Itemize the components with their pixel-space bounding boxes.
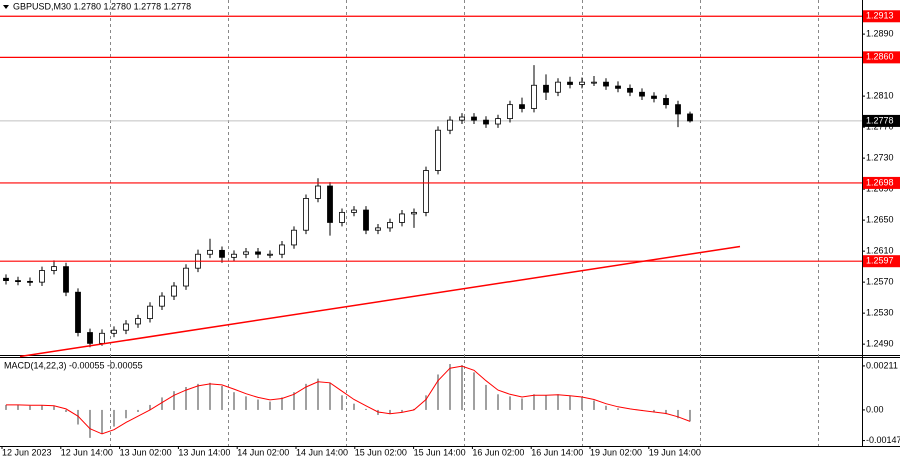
level-label-box [863, 176, 900, 189]
level-label-box [863, 255, 900, 268]
y-tick-label: 1.2810 [866, 90, 894, 100]
level-label: 1.2698 [866, 177, 894, 187]
candle-body [291, 229, 297, 246]
y-tick-label: 0.00 [866, 404, 884, 414]
level-label-box [863, 10, 900, 23]
current-price-label: 1.2778 [866, 115, 894, 125]
candle-body [267, 253, 273, 256]
candle-body [339, 211, 345, 223]
candle-body [639, 91, 645, 97]
candle-body [483, 119, 489, 125]
y-tick-label: 1.2570 [866, 277, 894, 287]
candle-body [255, 251, 261, 255]
candle-body [279, 244, 285, 255]
x-tick-label: 14 Jun 14:00 [296, 447, 348, 457]
candle-body [63, 266, 69, 293]
level-label: 1.2597 [866, 256, 894, 266]
current-price-box [863, 114, 900, 127]
candle-body [447, 119, 453, 131]
candle-body [411, 211, 417, 215]
y-tick-label: 1.2490 [866, 339, 894, 349]
x-tick-label: 13 Jun 14:00 [178, 447, 230, 457]
candle-body [579, 81, 585, 85]
x-tick-label: 16 Jun 14:00 [531, 447, 583, 457]
candle-body [651, 95, 657, 99]
level-label-box [863, 51, 900, 64]
x-tick-label: 16 Jun 02:00 [472, 447, 524, 457]
candle-body [543, 84, 549, 93]
level-label: 1.2913 [866, 11, 894, 21]
chart-header: GBPUSD,M30 1.2780 1.2780 1.2778 1.2778 [13, 1, 191, 11]
candle-body [351, 209, 357, 213]
candle-body [459, 116, 465, 121]
candle-body [51, 266, 57, 271]
candle-body [531, 84, 537, 109]
y-tick-label: 1.2530 [866, 308, 894, 318]
candle-body [591, 81, 597, 84]
trendline [19, 245, 741, 358]
candle-body [387, 222, 393, 229]
x-tick-label: 14 Jun 02:00 [237, 447, 289, 457]
candle-body [315, 185, 321, 199]
candle-body [519, 104, 525, 109]
x-tick-label: 19 Jun 02:00 [590, 447, 642, 457]
candle-body [207, 249, 213, 255]
candle-body [327, 185, 333, 223]
candle-body [219, 249, 225, 258]
candle-body [663, 98, 669, 106]
x-tick-label: 19 Jun 14:00 [649, 447, 701, 457]
menu-triangle[interactable] [3, 5, 9, 9]
candle-body [303, 198, 309, 231]
macd-label: MACD(14,22,3) -0.00055 -0.00055 [4, 360, 143, 370]
candle-body [75, 291, 81, 333]
candle-body [507, 104, 513, 119]
candle-body [471, 116, 477, 121]
y-tick-label: -0.00147 [866, 435, 900, 445]
candle-body [159, 295, 165, 307]
candle-body [687, 113, 693, 122]
x-tick-label: 12 Jun 14:00 [61, 447, 113, 457]
candle-body [15, 280, 21, 282]
candle-body [375, 227, 381, 231]
candle-body [603, 81, 609, 87]
x-tick-label: 12 Jun 2023 [2, 447, 52, 457]
candle-body [627, 87, 633, 93]
candle-body [171, 285, 177, 297]
candle-body [3, 277, 9, 281]
candle-body [363, 209, 369, 231]
y-tick-label: 1.2650 [866, 215, 894, 225]
y-tick-label: 0.00211 [866, 360, 898, 370]
candle-body [555, 81, 561, 93]
candle-body [423, 170, 429, 213]
candle-body [99, 332, 105, 344]
candle-body [399, 213, 405, 223]
candle-body [87, 332, 93, 344]
candle-body [39, 270, 45, 283]
candle-body [231, 253, 237, 258]
candle-body [243, 251, 249, 255]
x-tick-label: 13 Jun 02:00 [120, 447, 172, 457]
candle-body [495, 118, 501, 125]
y-tick-label: 1.2610 [866, 246, 894, 256]
signal-line [6, 365, 691, 435]
candle-body [123, 323, 129, 331]
x-tick-label: 15 Jun 02:00 [355, 447, 407, 457]
candle-body [147, 305, 153, 319]
candle-body [135, 318, 141, 325]
candle-body [111, 329, 117, 334]
y-tick-label: 1.2730 [866, 152, 894, 162]
y-tick-label: 1.2890 [866, 28, 894, 38]
level-label: 1.2860 [866, 52, 894, 62]
candle-body [615, 85, 621, 89]
x-tick-label: 15 Jun 14:00 [414, 447, 466, 457]
candle-body [183, 267, 189, 287]
candle-body [435, 129, 441, 171]
candle-body [675, 104, 681, 115]
candle-body [27, 280, 33, 283]
candle-body [567, 81, 573, 85]
